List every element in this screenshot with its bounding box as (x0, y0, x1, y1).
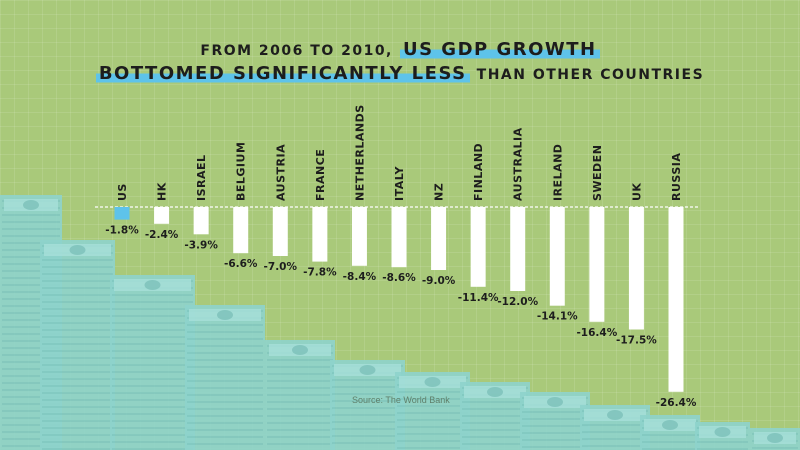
title-highlight-2: BOTTOMED SIGNIFICANTLY LESS (95, 63, 470, 84)
category-label: FRANCE (314, 149, 327, 201)
value-label: -8.4% (343, 271, 377, 283)
value-label: -26.4% (656, 397, 697, 409)
money-stack (695, 422, 750, 450)
bar-austria (272, 207, 288, 256)
money-stack (40, 240, 115, 450)
bar-us (114, 207, 130, 220)
category-label: IRELAND (551, 144, 564, 201)
value-label: -12.0% (497, 296, 538, 308)
bar-israel (193, 207, 209, 235)
value-label: -9.0% (422, 275, 456, 287)
money-stack (330, 360, 405, 450)
bar-ireland (549, 207, 565, 306)
value-label: -1.8% (105, 225, 139, 237)
money-stack (750, 428, 800, 450)
chart-title: FROM 2006 TO 2010, US GDP GROWTH BOTTOME… (0, 38, 800, 86)
title-prefix: FROM 2006 TO 2010, (200, 43, 393, 59)
category-label: RUSSIA (670, 153, 683, 201)
title-line-1: FROM 2006 TO 2010, US GDP GROWTH (0, 38, 800, 62)
value-label: -14.1% (537, 311, 578, 323)
value-label: -7.8% (303, 267, 337, 279)
money-stack (580, 405, 650, 450)
money-stack (185, 305, 265, 450)
category-label: SWEDEN (591, 145, 604, 201)
category-label: US (116, 183, 129, 201)
bar-netherlands (351, 207, 367, 266)
category-label: FINLAND (472, 143, 485, 201)
bar-sweden (589, 207, 605, 322)
value-label: -16.4% (576, 327, 617, 339)
bar-nz (431, 207, 447, 270)
source-note: Source: The World Bank (352, 395, 450, 405)
category-label: ISRAEL (195, 154, 208, 201)
category-label: AUSTRIA (274, 144, 287, 201)
value-label: -3.9% (184, 239, 218, 251)
money-stack (265, 340, 335, 450)
bar-italy (391, 207, 407, 268)
title-line-2: BOTTOMED SIGNIFICANTLY LESS THAN OTHER C… (0, 62, 800, 86)
title-suffix: THAN OTHER COUNTRIES (476, 67, 705, 83)
money-stack (110, 275, 195, 450)
bar-uk (628, 207, 644, 330)
value-label: -2.4% (145, 229, 179, 241)
category-label: AUSTRALIA (512, 127, 525, 201)
category-label: HK (156, 182, 169, 201)
category-label: ITALY (393, 165, 406, 201)
bar-belgium (233, 207, 249, 254)
value-label: -6.6% (224, 258, 258, 270)
category-label: BELGIUM (235, 142, 248, 201)
bar-finland (470, 207, 486, 287)
money-stack (395, 372, 470, 450)
value-label: -11.4% (458, 292, 499, 304)
category-label: NETHERLANDS (353, 104, 366, 201)
money-stack (520, 392, 590, 450)
bar-hk (154, 207, 170, 224)
bar-russia (668, 207, 684, 392)
money-stack (460, 382, 530, 450)
category-label: UK (630, 183, 643, 201)
bar-france (312, 207, 328, 262)
bar-australia (510, 207, 526, 291)
category-label: NZ (433, 183, 446, 201)
value-label: -7.0% (264, 261, 298, 273)
money-stack (640, 415, 700, 450)
value-label: -17.5% (616, 335, 657, 347)
title-highlight-1: US GDP GROWTH (399, 39, 600, 60)
value-label: -8.6% (382, 272, 416, 284)
